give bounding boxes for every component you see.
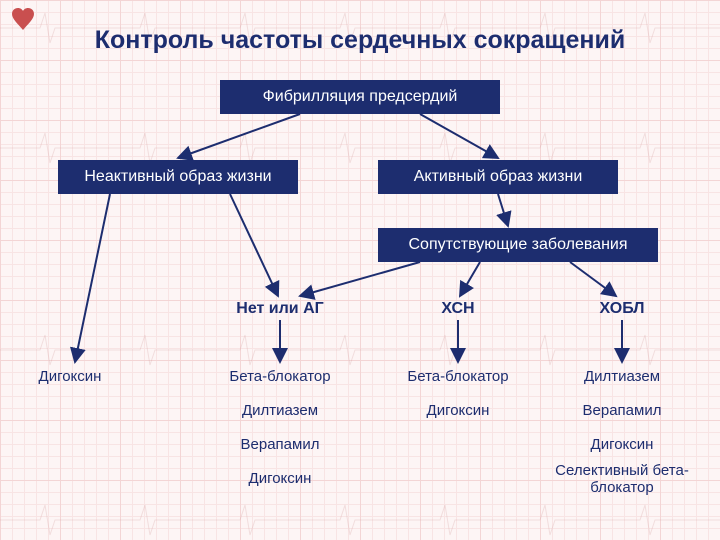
inactive-lifestyle-node: Неактивный образ жизни	[58, 160, 298, 194]
active-lifestyle-node: Активный образ жизни	[378, 160, 618, 194]
col1-drug: Верапамил	[205, 436, 355, 453]
col3-label: ХОБЛ	[562, 300, 682, 318]
col1-drug: Дигоксин	[205, 470, 355, 487]
col2-drug: Бета-блокатор	[383, 368, 533, 385]
col1-drug: Дилтиазем	[205, 402, 355, 419]
col1-drug: Бета-блокатор	[205, 368, 355, 385]
col3-drug: Селективный бета-блокатор	[547, 462, 697, 497]
root-node: Фибрилляция предсердий	[220, 80, 500, 114]
col3-drug: Верапамил	[547, 402, 697, 419]
col2-drug: Дигоксин	[383, 402, 533, 419]
comorbidities-node: Сопутствующие заболевания	[378, 228, 658, 262]
col2-label: ХСН	[398, 300, 518, 318]
col1-label: Нет или АГ	[220, 300, 340, 318]
flowchart-content: Контроль частоты сердечных сокращений Фи…	[0, 0, 720, 540]
col3-drug: Дилтиазем	[547, 368, 697, 385]
col3-drug: Дигоксин	[547, 436, 697, 453]
main-title: Контроль частоты сердечных сокращений	[0, 26, 720, 55]
col0-label: Дигоксин	[0, 368, 145, 385]
